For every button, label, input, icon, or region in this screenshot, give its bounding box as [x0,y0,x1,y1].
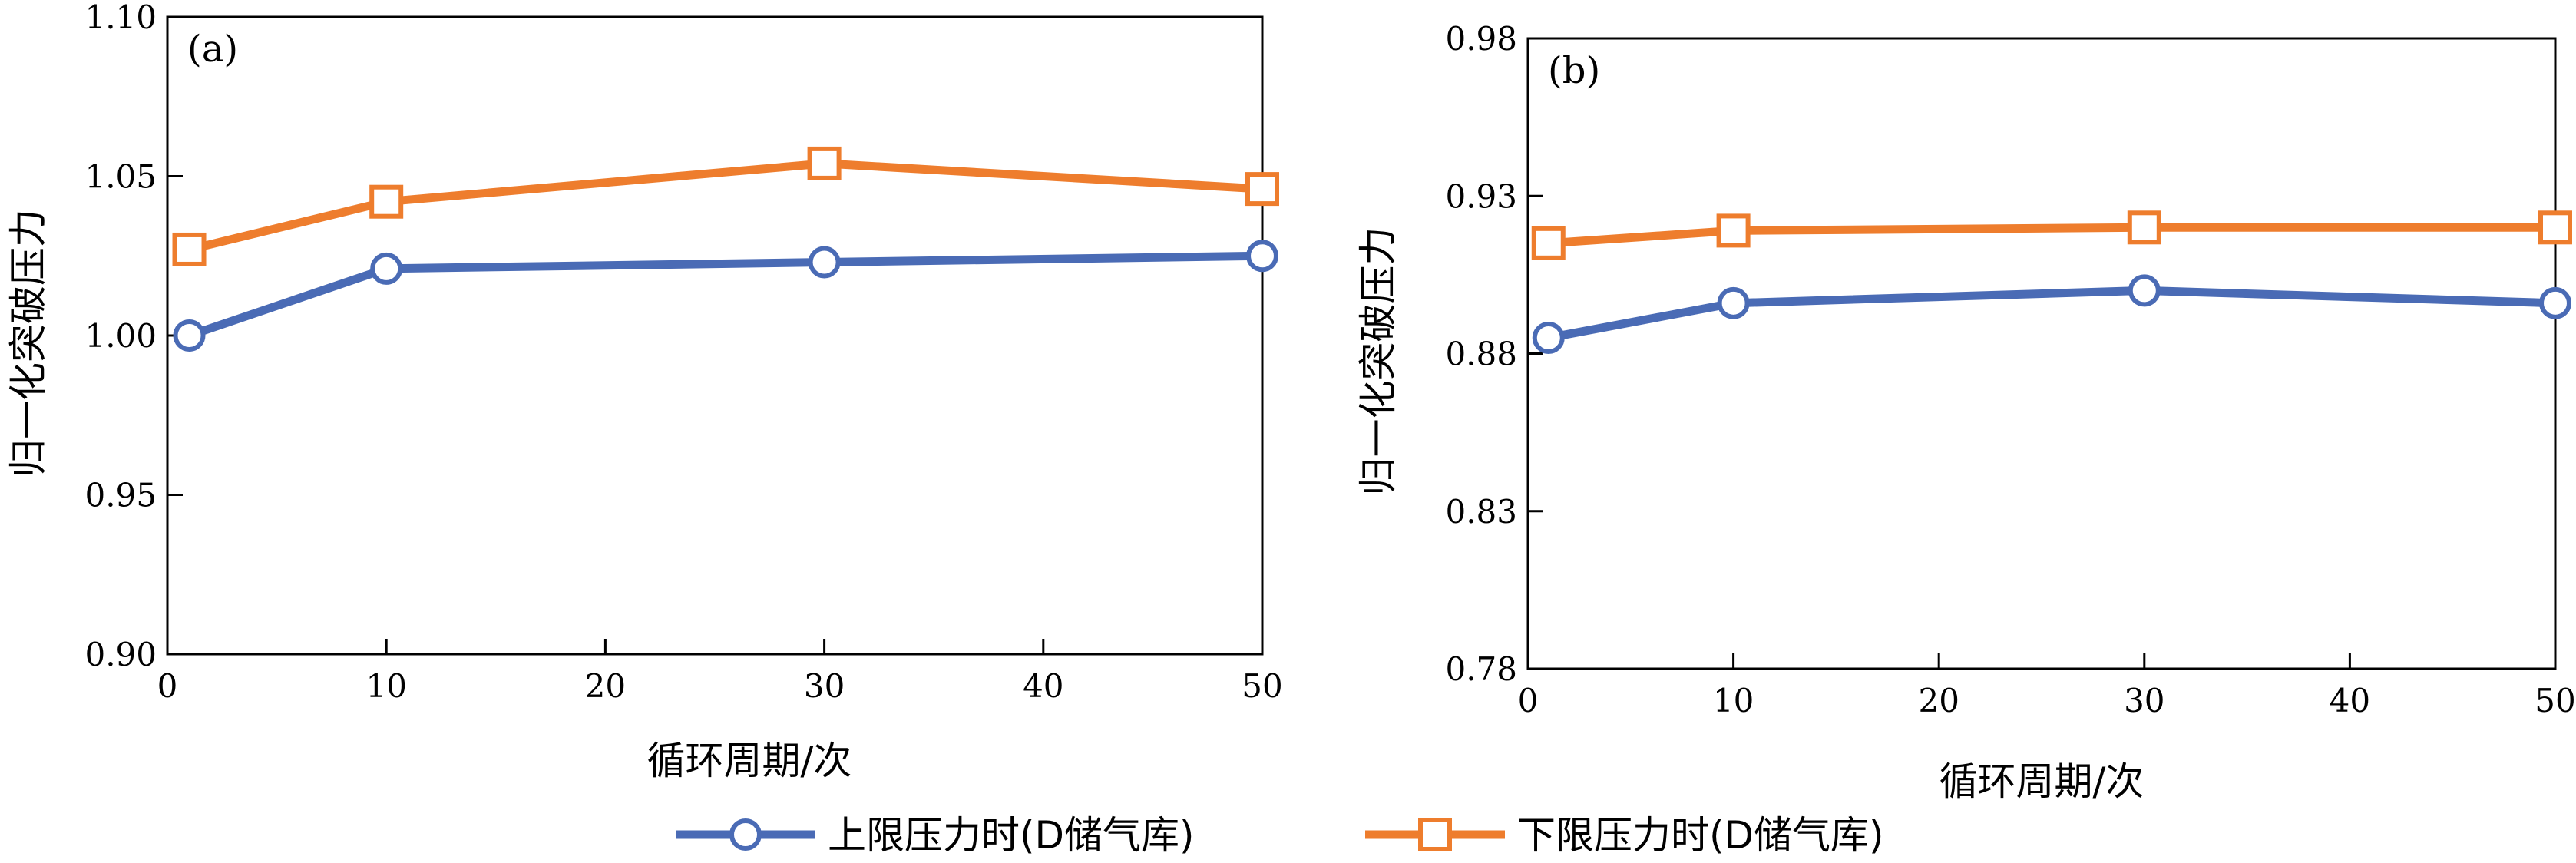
x-tick-label-a: 20 [585,667,626,705]
data-point-upper-b [1532,321,1565,354]
plot-frame-a [166,15,1264,656]
series-line-b-lower [1548,223,2555,248]
data-point-upper-b [2128,274,2161,307]
y-tick-label-b: 0.93 [1445,177,1517,215]
data-point-lower-a [369,184,404,219]
x-tick-label-b: 30 [2124,682,2164,719]
data-point-lower-a [1245,172,1279,207]
y-tick-label-a: 1.00 [84,317,157,355]
y-tick-label-b: 0.88 [1445,336,1517,373]
x-tick-label-b: 10 [1713,682,1754,719]
x-tick-label-a: 50 [1242,667,1282,705]
y-tick-label-b: 0.78 [1445,650,1517,688]
series-line-a-lower [188,159,1263,254]
y-tick-label-a: 1.10 [84,0,157,36]
x-axis-title-b: 循环周期/次 [1939,759,2144,804]
x-tick-label-a: 0 [157,667,178,705]
series-line-b-upper [1547,286,2556,342]
data-point-lower-a [172,232,207,266]
panel-a: 0 10 20 30 40 50 0.90 0.95 1.00 1.05 1.10 (a) 循环周期/次… [6,0,1283,783]
x-tick-label-b: 0 [1518,682,1539,719]
legend: 上限压力时(D储气库) 下限压力时(D储气库) [676,813,1884,858]
y-tick-label-b: 0.98 [1445,20,1517,58]
panel-tag-b: (b) [1548,49,1600,92]
data-point-lower-a [807,146,842,180]
legend-label-upper: 上限压力时(D储气库) [828,813,1195,858]
data-point-upper-b [2539,286,2571,319]
legend-marker-lower [1418,818,1452,851]
data-point-lower-b [2127,210,2161,245]
x-tick-label-a: 10 [365,667,406,705]
data-point-upper-a [1246,240,1278,273]
x-tick-label-b: 20 [1918,682,1959,719]
plot-frame-b [1526,37,2557,670]
panel-b: 0 10 20 30 40 50 0.78 0.83 0.88 0.93 0.98 (b) 循环周期/次… [1356,20,2576,804]
y-axis-title-b: 归一化突破压力 [1356,227,1400,496]
x-tick-label-a: 30 [804,667,845,705]
x-tick-label-b: 50 [2535,682,2575,719]
data-point-upper-a [808,246,841,279]
panel-tag-a: (a) [187,28,238,71]
legend-marker-upper [729,818,762,851]
legend-label-lower: 下限压力时(D储气库) [1517,813,1884,858]
x-tick-label-a: 40 [1023,667,1063,705]
data-point-upper-a [370,252,403,285]
x-axis-title-a: 循环周期/次 [647,739,852,783]
y-tick-label-a: 0.95 [84,477,157,514]
data-point-lower-b [1531,226,1566,260]
y-tick-label-a: 1.05 [84,158,157,196]
y-tick-label-a: 0.90 [84,636,157,673]
y-tick-label-b: 0.83 [1445,493,1517,531]
data-point-lower-b [2538,210,2572,245]
data-point-upper-a [173,319,206,352]
x-tick-label-b: 40 [2330,682,2370,719]
series-line-a-upper [187,251,1263,340]
data-point-upper-b [1717,286,1750,319]
data-point-lower-b [1716,213,1751,248]
y-axis-title-a: 归一化突破压力 [6,209,51,478]
